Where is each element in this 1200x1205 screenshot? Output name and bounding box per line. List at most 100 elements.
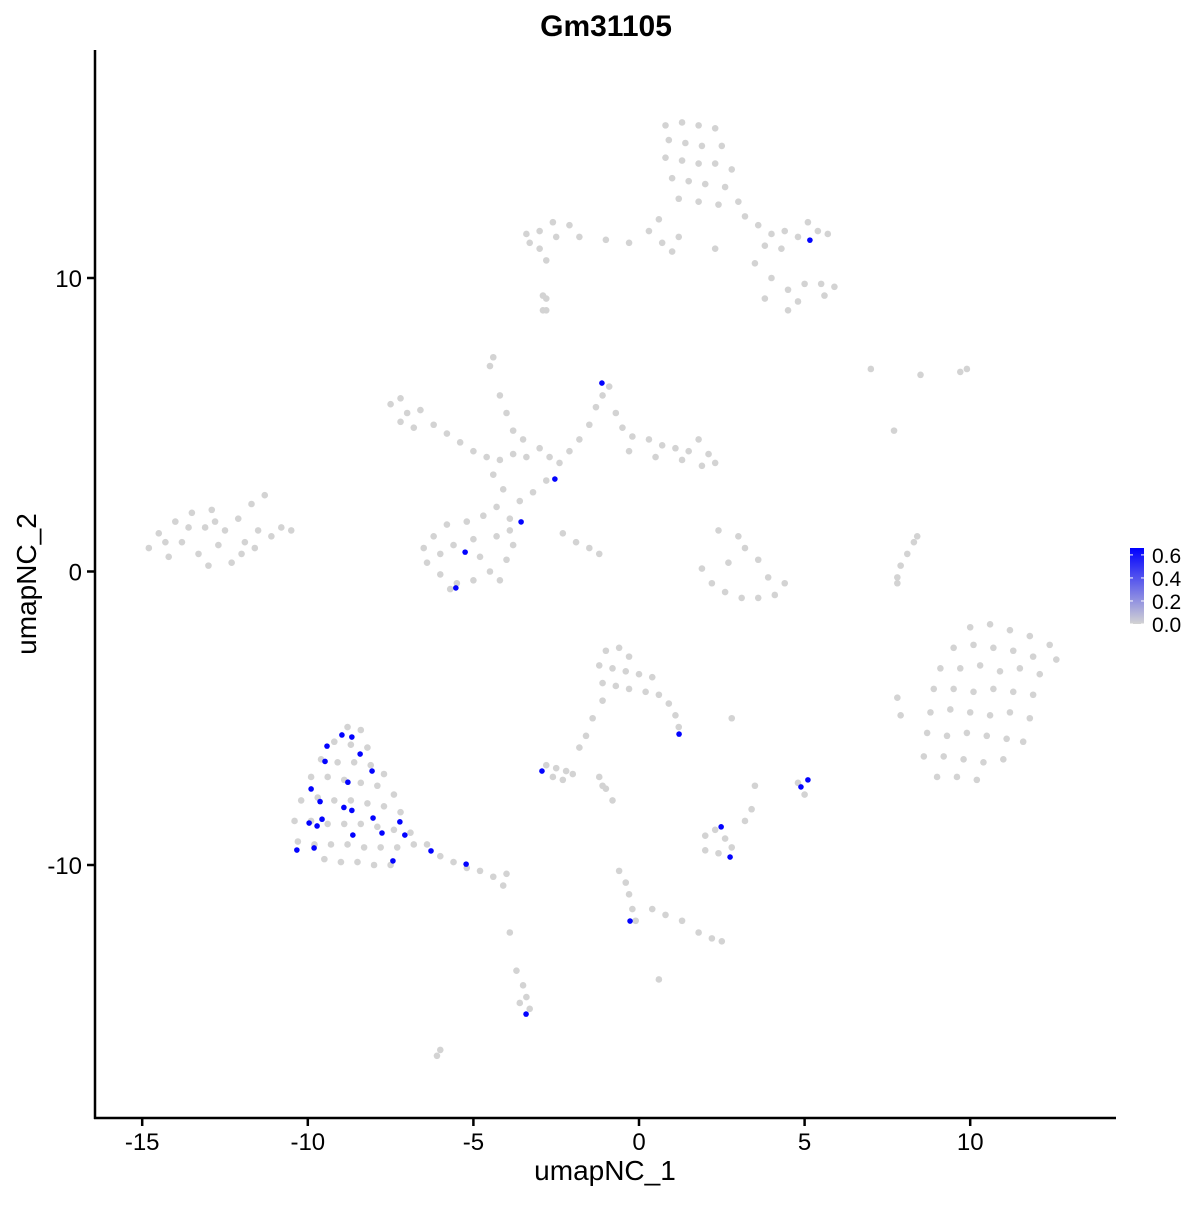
cell-point <box>572 538 580 546</box>
cell-point <box>784 286 792 294</box>
cell-point <box>824 230 832 238</box>
cell-point <box>205 562 212 569</box>
cell-point <box>1029 653 1037 660</box>
cell-point <box>804 218 812 226</box>
cell-point <box>254 527 262 534</box>
cell-point <box>966 623 974 631</box>
cell-point <box>715 849 722 857</box>
cell-point <box>410 841 418 848</box>
expressing-cell-point <box>599 380 605 386</box>
cell-point <box>370 861 378 869</box>
cell-point <box>764 574 772 581</box>
cell-point <box>708 579 716 587</box>
cell-point <box>529 488 537 496</box>
cell-point <box>228 559 235 566</box>
cell-point <box>990 644 997 652</box>
cell-point <box>453 579 461 587</box>
cell-point <box>672 712 679 719</box>
cell-point <box>652 453 659 461</box>
cell-point <box>347 741 355 748</box>
cell-point <box>754 594 762 602</box>
cell-point <box>443 521 451 528</box>
cell-point <box>910 538 918 546</box>
legend-colorbar <box>1130 548 1144 624</box>
cell-point <box>609 797 616 804</box>
cell-point <box>374 782 381 790</box>
expressing-cell-point <box>319 816 325 823</box>
cell-point <box>350 758 358 766</box>
cell-point <box>221 527 229 534</box>
expressing-cell-point <box>627 918 633 924</box>
cell-point <box>456 439 464 446</box>
cell-point <box>470 447 477 455</box>
cell-point <box>374 823 381 831</box>
cell-point <box>711 826 719 834</box>
cell-point <box>1009 688 1017 696</box>
cell-point <box>629 433 636 440</box>
cell-point <box>420 544 428 552</box>
cell-point <box>708 935 716 942</box>
cell-point <box>211 518 219 525</box>
cell-point <box>1006 626 1014 634</box>
cell-point <box>599 679 606 687</box>
expressing-cell-point <box>462 549 468 555</box>
cell-point <box>364 744 371 751</box>
cell-point <box>403 409 411 417</box>
cell-point <box>278 524 285 531</box>
cell-point <box>307 773 315 781</box>
cell-point <box>586 421 593 429</box>
cell-point <box>817 280 825 288</box>
cell-point <box>682 139 689 147</box>
cell-point <box>695 198 702 205</box>
cell-point <box>615 867 623 875</box>
expressing-cell-point <box>294 847 300 853</box>
cell-point <box>728 166 736 173</box>
cell-point <box>443 430 451 437</box>
cell-point <box>695 436 702 443</box>
cell-point <box>513 967 520 974</box>
cell-point <box>635 670 643 678</box>
cell-point <box>595 662 603 669</box>
cell-point <box>711 459 719 467</box>
cell-point <box>145 544 153 552</box>
cell-point <box>523 993 530 1001</box>
cell-point <box>668 174 676 182</box>
cell-point <box>947 706 954 713</box>
cell-point <box>778 245 785 252</box>
expressing-cell-point <box>370 815 376 821</box>
cell-point <box>496 456 504 464</box>
cell-point <box>655 216 663 223</box>
cell-point <box>655 976 663 983</box>
cell-point <box>357 820 365 828</box>
cell-point <box>738 594 745 602</box>
cell-point <box>675 723 683 731</box>
cell-point <box>423 559 431 566</box>
cell-point <box>831 283 838 291</box>
cell-point <box>188 509 196 517</box>
cell-point <box>980 758 987 766</box>
expressing-cell-point <box>428 848 434 854</box>
cell-point <box>678 119 686 126</box>
cell-point <box>728 844 736 851</box>
cell-point <box>503 870 510 878</box>
cell-point <box>1006 709 1014 716</box>
cell-point <box>344 723 351 731</box>
cell-point <box>781 227 789 235</box>
cell-point <box>890 427 898 434</box>
cell-point <box>516 999 524 1007</box>
cell-point <box>619 424 626 431</box>
expressing-cell-point <box>518 519 524 525</box>
cell-point <box>503 556 510 564</box>
cell-point <box>894 579 901 587</box>
cell-point <box>1029 691 1037 699</box>
cell-point <box>347 797 355 804</box>
cell-point <box>241 538 249 546</box>
cell-point <box>506 929 514 936</box>
cell-point <box>549 218 557 226</box>
expressing-cell-point <box>324 743 330 749</box>
cell-point <box>380 770 388 778</box>
expressing-cell-point <box>350 832 356 838</box>
expressing-cell-point <box>341 804 347 811</box>
cell-point <box>970 641 977 649</box>
cell-point <box>923 729 931 737</box>
